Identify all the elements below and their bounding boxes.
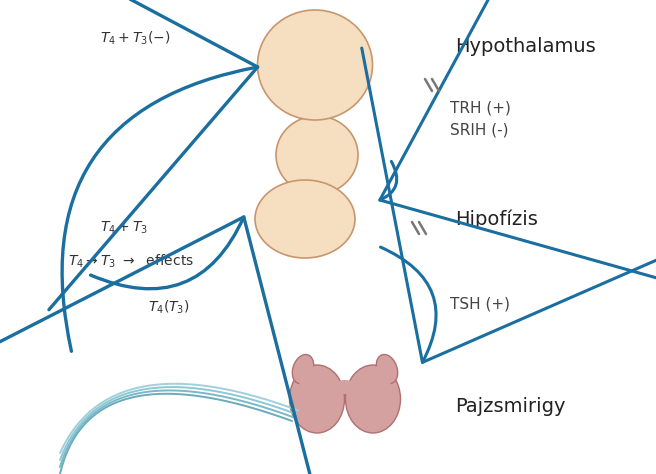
Text: $\mathit{T}_4{\to}\mathit{T}_3\ {\to}\ \ \mathrm{effects}$: $\mathit{T}_4{\to}\mathit{T}_3\ {\to}\ \… <box>68 253 194 270</box>
Ellipse shape <box>377 355 398 383</box>
Text: $\mathit{T}_4(\mathit{T}_3)$: $\mathit{T}_4(\mathit{T}_3)$ <box>148 299 190 316</box>
Text: Hypothalamus: Hypothalamus <box>455 36 596 55</box>
Ellipse shape <box>255 180 355 258</box>
Text: TRH (+)
SRIH (-): TRH (+) SRIH (-) <box>450 100 511 137</box>
Text: TSH (+): TSH (+) <box>450 297 510 311</box>
FancyArrowPatch shape <box>361 48 656 363</box>
Ellipse shape <box>346 365 401 433</box>
Ellipse shape <box>367 366 393 388</box>
Ellipse shape <box>289 365 344 433</box>
Ellipse shape <box>258 10 373 120</box>
FancyArrowPatch shape <box>0 0 258 351</box>
Ellipse shape <box>334 380 356 394</box>
Text: Pajzsmirigy: Pajzsmirigy <box>455 396 565 416</box>
Ellipse shape <box>276 116 358 194</box>
Ellipse shape <box>293 355 314 383</box>
Text: $\mathit{T}_4 + \mathit{T}_3(-)$: $\mathit{T}_4 + \mathit{T}_3(-)$ <box>100 29 171 47</box>
FancyBboxPatch shape <box>298 110 332 120</box>
Text: $\mathit{T}_4 + \mathit{T}_3$: $\mathit{T}_4 + \mathit{T}_3$ <box>100 219 148 236</box>
FancyArrowPatch shape <box>0 217 323 474</box>
Ellipse shape <box>297 366 323 388</box>
FancyArrowPatch shape <box>380 0 656 287</box>
Text: Hipofízis: Hipofízis <box>455 209 538 229</box>
